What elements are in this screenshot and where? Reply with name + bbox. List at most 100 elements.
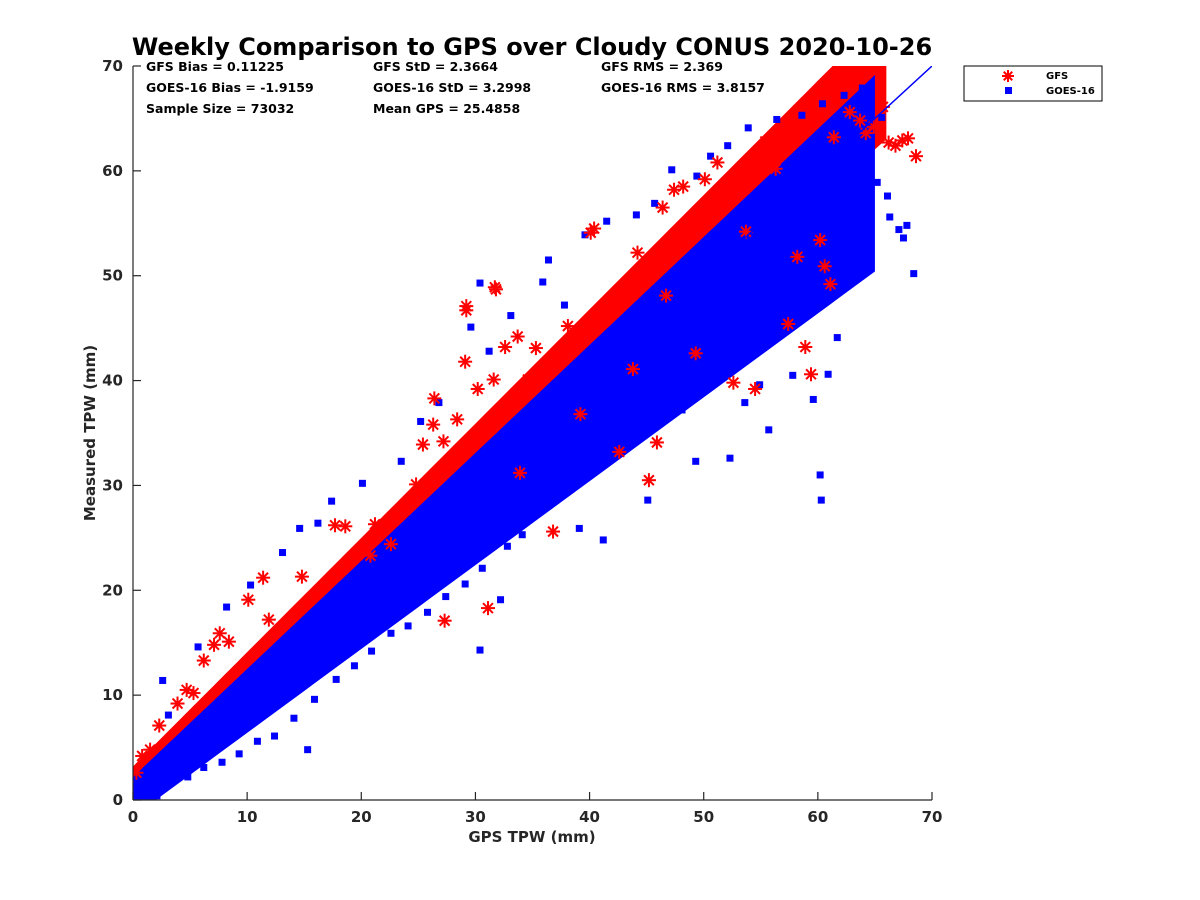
goes16-point — [833, 334, 841, 342]
gfs-point — [207, 637, 222, 652]
gfs-point — [450, 412, 465, 427]
goes16-point — [143, 788, 151, 796]
gfs-point — [842, 105, 857, 120]
stats-block: GFS Bias = 0.11225 GFS StD = 2.3664 GFS … — [146, 59, 765, 116]
goes16-point — [235, 750, 243, 758]
gfs-point — [221, 634, 236, 649]
goes16-point — [247, 581, 255, 589]
gfs-point — [470, 381, 485, 396]
goes16-point — [358, 479, 366, 487]
goes16-point — [773, 115, 781, 123]
goes16-point — [200, 763, 208, 771]
stat-goes-rms: GOES-16 RMS = 3.8157 — [601, 80, 765, 95]
x-tick-label: 70 — [922, 808, 943, 826]
goes16-point — [507, 312, 515, 320]
gfs-point — [676, 179, 691, 194]
y-axis-label: Measured TPW (mm) — [81, 345, 99, 521]
y-tick-label: 60 — [102, 162, 123, 180]
gfs-point — [766, 135, 781, 150]
gfs-point — [546, 524, 561, 539]
goes16-point — [461, 580, 469, 588]
goes16-point — [741, 399, 749, 407]
gfs-point — [437, 613, 452, 628]
goes16-point — [692, 457, 700, 465]
goes16-point — [765, 426, 773, 434]
goes16-point — [476, 279, 484, 287]
gfs-point — [798, 340, 813, 355]
goes16-point — [478, 564, 486, 572]
gfs-point — [659, 288, 674, 303]
stat-gfs-bias: GFS Bias = 0.11225 — [146, 59, 284, 74]
gfs-point — [328, 518, 343, 533]
legend-square — [1005, 87, 1012, 94]
goes16-point — [539, 278, 547, 286]
goes16-point — [853, 217, 861, 225]
goes16-point — [350, 662, 358, 670]
gfs-point — [625, 362, 640, 377]
goes16-point — [607, 428, 615, 436]
goes16-point — [818, 100, 826, 108]
gfs-point — [152, 718, 167, 733]
gfs-point — [294, 569, 309, 584]
goes16-point — [397, 457, 405, 465]
gfs-point — [143, 742, 158, 757]
goes16-point — [599, 536, 607, 544]
goes16-point — [290, 714, 298, 722]
goes16-point — [817, 496, 825, 504]
gfs-point — [212, 626, 227, 641]
gfs-point — [649, 435, 664, 450]
gfs-point — [436, 434, 451, 449]
gfs-point — [409, 477, 424, 492]
gfs-point — [866, 119, 881, 134]
goes16-point — [168, 778, 176, 786]
gfs-point — [726, 375, 741, 390]
goes16-point — [809, 395, 817, 403]
legend-gfs-marker — [1002, 70, 1014, 82]
goes16-point — [628, 431, 636, 439]
goes16-point — [332, 675, 340, 683]
goes16-point — [824, 370, 832, 378]
goes16-point — [732, 344, 740, 352]
goes16-point — [544, 256, 552, 264]
x-tick-label: 60 — [807, 808, 828, 826]
goes16-point — [651, 199, 659, 207]
stat-mean-gps: Mean GPS = 25.4858 — [373, 101, 520, 116]
goes16-point — [744, 124, 752, 132]
gfs-point — [488, 282, 503, 297]
gfs-point — [498, 340, 513, 355]
goes16-point — [271, 732, 279, 740]
gfs-point — [338, 519, 353, 534]
goes16-point — [581, 231, 589, 239]
goes16-point — [497, 596, 505, 604]
x-tick-label: 0 — [128, 808, 138, 826]
goes16-point — [223, 603, 231, 611]
gfs-point — [612, 444, 627, 459]
gfs-point — [909, 149, 924, 164]
gfs-point — [170, 696, 185, 711]
x-tick-label: 10 — [237, 808, 258, 826]
gfs-point — [826, 130, 841, 145]
gfs-point — [363, 548, 378, 563]
goes16-point — [184, 773, 192, 781]
goes16-point — [895, 226, 903, 234]
gfs-point — [817, 259, 832, 274]
goes16-point — [485, 347, 493, 355]
gfs-point — [186, 686, 201, 701]
legend-gfs-label: GFS — [1046, 71, 1068, 82]
goes16-point — [903, 221, 911, 229]
gfs-point — [486, 372, 501, 387]
goes16-point — [886, 213, 894, 221]
goes16-point — [423, 608, 431, 616]
goes16-point — [899, 234, 907, 242]
x-axis-ticks: 0 10 20 30 40 50 60 70 — [128, 792, 943, 826]
goes16-point — [668, 166, 676, 174]
legend-box — [963, 65, 1103, 102]
goes16-point — [840, 91, 848, 99]
stat-goes-std: GOES-16 StD = 3.2998 — [373, 80, 531, 95]
goes16-point — [575, 524, 583, 532]
goes16-point — [645, 406, 653, 414]
goes16-point — [503, 542, 511, 550]
gfs-point — [458, 354, 473, 369]
goes16-point — [218, 758, 226, 766]
goes16-point — [476, 646, 484, 654]
